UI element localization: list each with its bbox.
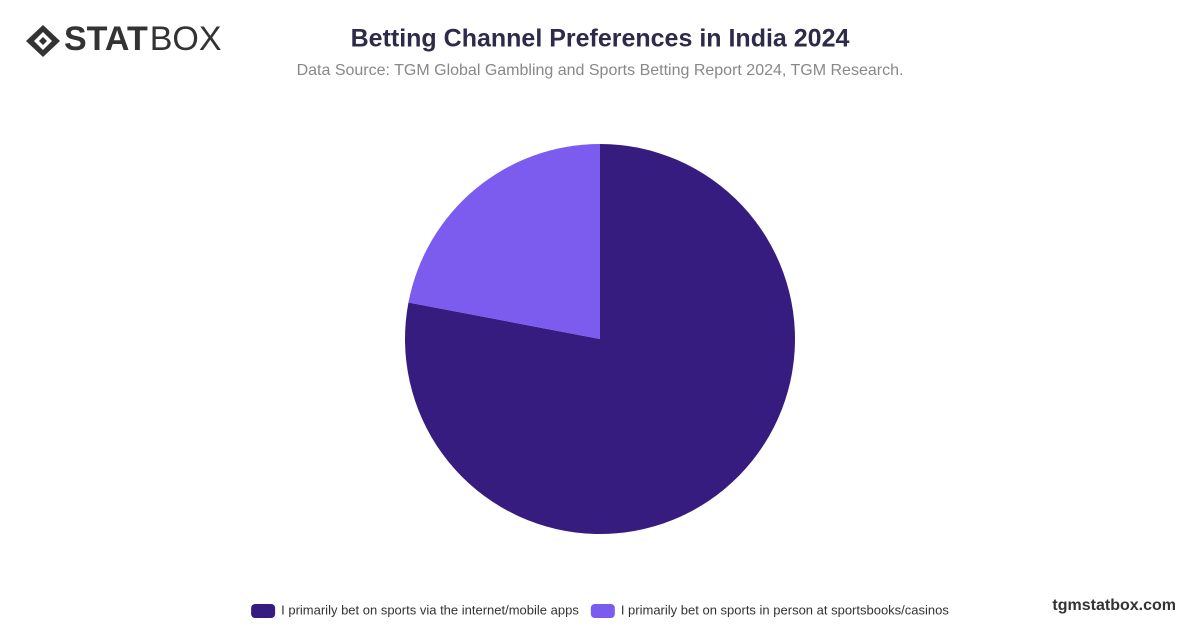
legend-label: I primarily bet on sports in person at s…: [621, 602, 950, 617]
legend-swatch: [590, 604, 615, 618]
logo-text: BOX: [150, 20, 222, 58]
legend-label: I primarily bet on sports via the intern…: [281, 602, 579, 617]
legend-swatch: [251, 604, 276, 618]
logo-icon: [26, 25, 60, 57]
pie-slice: [405, 144, 796, 535]
website: tgmstatbox.com: [1052, 597, 1176, 614]
logo-text: STAT: [64, 20, 148, 58]
chart-subtitle: Data Source: TGM Global Gambling and Spo…: [297, 62, 904, 79]
pie-slice: [408, 144, 600, 339]
chart-title: Betting Channel Preferences in India 202…: [351, 25, 850, 53]
